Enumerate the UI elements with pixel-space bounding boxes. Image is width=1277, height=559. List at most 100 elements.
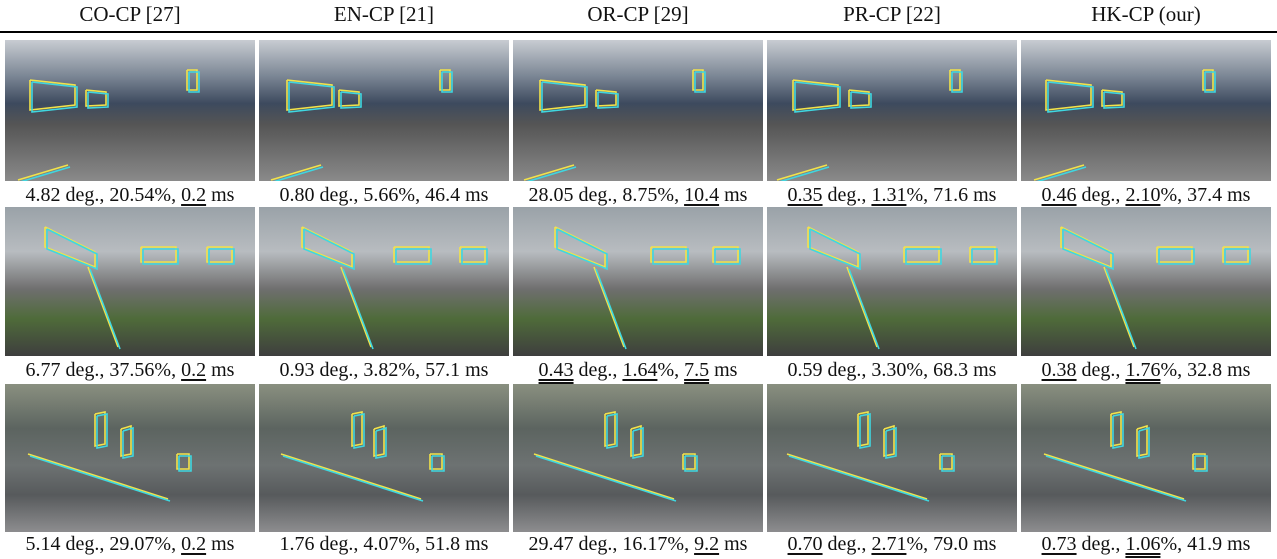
caption-part: 2.10 [1125,184,1160,206]
caption: 1.76 deg., 4.07%, 51.8 ms [257,533,511,556]
line-overlay [767,384,1017,532]
caption: 0.80 deg., 5.66%, 46.4 ms [257,184,511,207]
line-overlay [5,384,255,532]
caption-part: 6.77 deg., 37.56%, [26,359,182,381]
line-overlay [767,40,1017,181]
caption-part: ms [206,533,234,555]
caption-part: 7.5 [684,359,709,381]
caption-part: 0.43 [539,359,574,381]
detected-line [341,267,371,347]
detected-line [555,227,605,267]
detected-line [273,167,323,181]
caption: 28.05 deg., 8.75%, 10.4 ms [511,184,765,207]
detected-line [847,267,877,347]
line-overlay [1021,207,1271,356]
result-image [513,207,763,356]
result-image [1021,384,1271,532]
detected-line [594,267,624,347]
caption-part: 28.05 deg., 8.75%, [529,184,685,206]
detected-line [283,456,423,501]
caption-part: %, 32.8 ms [1160,359,1250,381]
caption-part: 0.2 [181,533,206,555]
caption-part: 1.76 [1125,359,1160,381]
result-image [767,384,1017,532]
caption-part: deg., [823,533,872,555]
caption: 5.14 deg., 29.07%, 0.2 ms [3,533,257,556]
result-image [259,384,509,532]
caption-part: 0.2 [181,359,206,381]
detected-line [777,165,827,180]
result-image [767,40,1017,181]
caption-part: 0.93 deg., 3.82%, 57.1 ms [280,359,489,381]
detected-line [28,454,168,499]
detected-line [1036,167,1086,181]
caption-part: deg., [823,184,872,206]
line-overlay [767,207,1017,356]
caption-part: 1.31 [871,184,906,206]
result-image [513,384,763,532]
caption-part: 1.76 deg., 4.07%, 51.8 ms [280,533,489,555]
line-overlay [259,40,509,181]
result-image [5,40,255,181]
caption-part: 0.70 [788,533,823,555]
caption-part: %, 41.9 ms [1160,533,1250,555]
figure: CO-CP [27]EN-CP [21]OR-CP [29]PR-CP [22]… [0,0,1277,559]
detected-line [18,165,68,180]
detected-line [536,456,676,501]
caption-part: 1.64 [622,359,657,381]
caption-part: deg., [1077,359,1126,381]
caption: 0.73 deg., 1.06%, 41.9 ms [1019,533,1273,556]
caption-part: 1.06 [1125,533,1160,555]
line-overlay [513,40,763,181]
column-header: EN-CP [21] [259,2,509,27]
result-image [513,40,763,181]
caption-part: 10.4 [684,184,719,206]
detected-line [1046,456,1186,501]
line-overlay [5,40,255,181]
caption-part: 5.14 deg., 29.07%, [26,533,182,555]
caption-part: ms [206,359,234,381]
detected-line [596,269,626,349]
caption-part: 2.71 [871,533,906,555]
detected-line [281,454,421,499]
caption: 0.93 deg., 3.82%, 57.1 ms [257,359,511,382]
column-header: CO-CP [27] [5,2,255,27]
result-image [259,40,509,181]
caption-part: %, 71.6 ms [906,184,996,206]
caption: 0.35 deg., 1.31%, 71.6 ms [765,184,1019,207]
caption-part: %, 37.4 ms [1160,184,1250,206]
detected-line [1034,165,1084,180]
caption-part: deg., [1077,184,1126,206]
detected-line [88,267,118,347]
caption-part: deg., [1077,533,1126,555]
caption-part: 0.38 [1042,359,1077,381]
detected-line [789,456,929,501]
caption-part: 29.47 deg., 16.17%, [529,533,695,555]
caption: 0.70 deg., 2.71%, 79.0 ms [765,533,1019,556]
caption: 6.77 deg., 37.56%, 0.2 ms [3,359,257,382]
line-overlay [259,207,509,356]
line-overlay [1021,40,1271,181]
detected-line [1044,454,1184,499]
line-overlay [5,207,255,356]
detected-line [779,167,829,181]
column-header: PR-CP [22] [767,2,1017,27]
caption-part: deg., [574,359,623,381]
caption-part: 0.73 [1042,533,1077,555]
caption: 4.82 deg., 20.54%, 0.2 ms [3,184,257,207]
result-image [1021,40,1271,181]
header-rule [0,31,1277,33]
detected-line [526,167,576,181]
detected-line [849,269,879,349]
caption-part: %, [657,359,684,381]
detected-line [1106,269,1136,349]
detected-line [45,227,95,267]
result-image [767,207,1017,356]
column-header: OR-CP [29] [513,2,763,27]
line-overlay [1021,384,1271,532]
caption-part: ms [719,184,747,206]
caption-part: 4.82 deg., 20.54%, [26,184,182,206]
detected-line [20,167,70,181]
result-image [5,207,255,356]
detected-line [30,456,170,501]
